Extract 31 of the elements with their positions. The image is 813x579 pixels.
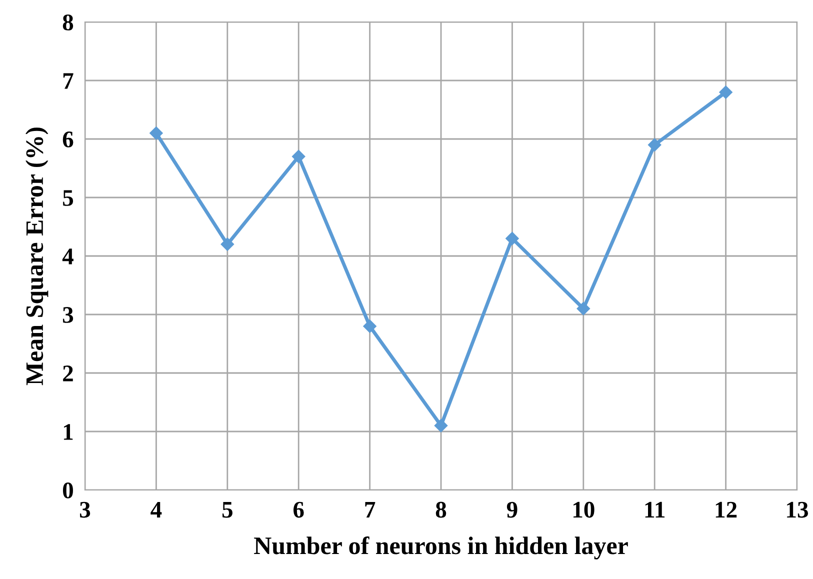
point <box>434 419 448 432</box>
point <box>719 86 732 99</box>
x-tick-label: 7 <box>365 502 376 518</box>
x-tick-label: 10 <box>573 502 594 518</box>
y-tick-label: 7 <box>63 73 74 89</box>
x-tick-label: 9 <box>506 502 518 518</box>
y-tick-label: 5 <box>63 190 74 206</box>
y-tick-label: 2 <box>63 366 73 382</box>
x-tick-label: 12 <box>716 502 737 518</box>
x-tick-label: 8 <box>436 502 446 518</box>
point <box>363 320 376 333</box>
y-tick-label: 1 <box>64 424 73 440</box>
x-tick-label: 6 <box>294 502 304 518</box>
y-tick-label: 8 <box>62 14 74 30</box>
x-tick-label: 5 <box>222 502 232 518</box>
point <box>506 232 519 246</box>
y-tick-label: 4 <box>62 248 74 264</box>
point <box>150 126 163 140</box>
point <box>576 302 590 316</box>
y-tick-label: 0 <box>62 482 73 498</box>
x-tick-label: 13 <box>787 502 808 518</box>
x-tick-label: 11 <box>645 502 665 518</box>
y-axis-title: Mean Square Error (%) <box>26 128 48 386</box>
point <box>648 138 662 152</box>
y-tick-label: 3 <box>62 307 74 323</box>
x-axis-title: Number of neurons in hidden layer <box>254 536 628 560</box>
y-tick-label: 6 <box>62 132 74 148</box>
point <box>292 150 306 164</box>
x-tick-label: 3 <box>80 502 90 518</box>
point <box>220 238 234 251</box>
x-tick-label: 4 <box>150 502 162 518</box>
